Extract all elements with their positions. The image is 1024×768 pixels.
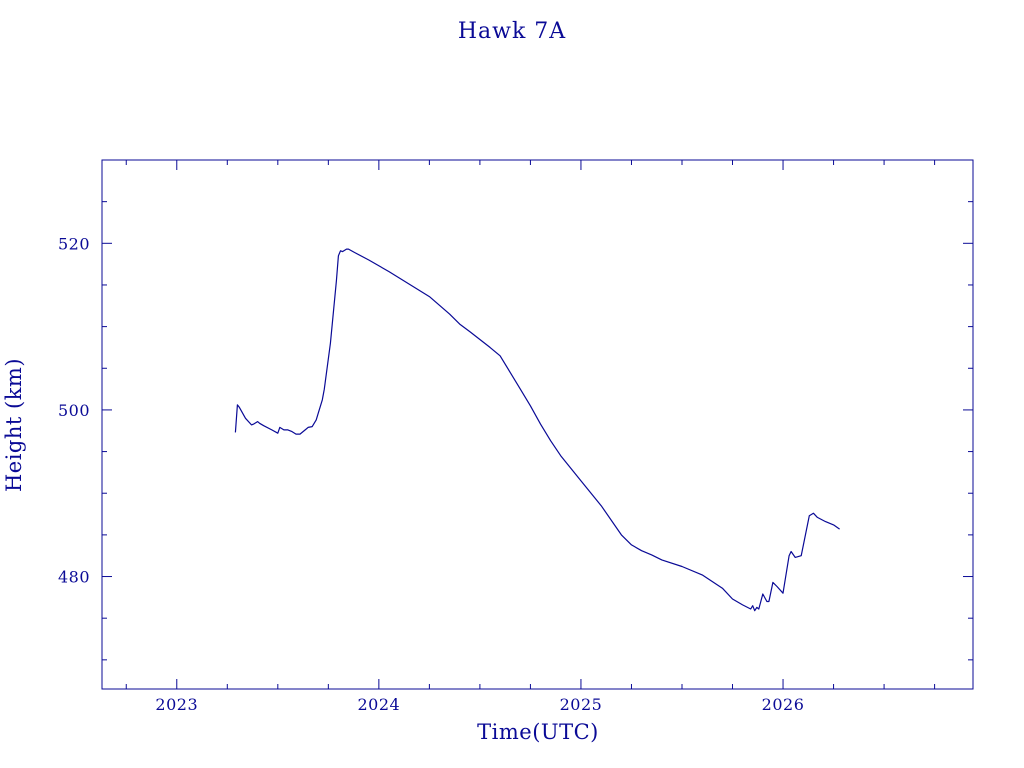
x-tick-label: 2025 [560, 695, 603, 714]
plot-frame [101, 159, 974, 690]
x-tick-label: 2023 [155, 695, 198, 714]
y-axis-label: Height (km) [2, 358, 26, 492]
axis-ticks [102, 159, 973, 689]
y-tick-label: 520 [58, 234, 90, 253]
x-axis-label: Time(UTC) [477, 720, 599, 744]
chart-title: Hawk 7A [458, 19, 566, 44]
y-tick-label: 500 [58, 401, 90, 420]
y-tick-label: 480 [58, 568, 90, 587]
x-tick-label: 2024 [358, 695, 401, 714]
axis-tick-labels: 2023 2024 2025 2026 480 500 520 [58, 234, 804, 714]
x-tick-label: 2026 [762, 695, 805, 714]
series-line-height [234, 248, 840, 612]
